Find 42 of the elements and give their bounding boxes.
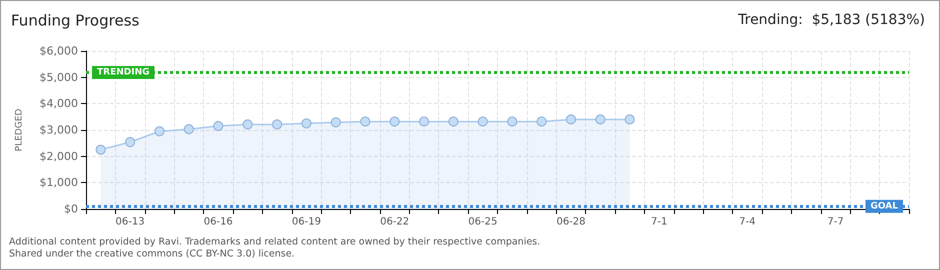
point: [360, 116, 370, 127]
y-tick-label: $3,000: [40, 124, 78, 136]
point: [330, 117, 341, 128]
x-tick-label: 06-28: [556, 216, 586, 228]
chart-title: Funding Progress: [11, 12, 140, 30]
chart-subtitle: Trending: $5,183 (5183%): [737, 12, 925, 28]
point: [478, 116, 488, 127]
x-tick-label: 06-22: [380, 216, 410, 228]
y-tick-label: $6,000: [40, 44, 78, 58]
ref-line-label: GOAL: [870, 201, 898, 212]
point: [301, 118, 312, 128]
x-tick-label: 7-7: [827, 216, 844, 228]
x-tick-label: 06-25: [468, 216, 498, 228]
point: [96, 144, 106, 155]
text: Additional content provided by Ravi. Trademarks and related content are owned by their respective companies.: [9, 236, 540, 248]
y-tick-label: $4,000: [40, 97, 78, 110]
ref-line-label: TRENDING: [97, 68, 150, 78]
point: [154, 126, 164, 136]
point: [242, 119, 253, 130]
point: [536, 116, 547, 127]
y-tick-label: $1,000: [40, 176, 78, 190]
point: [184, 124, 194, 134]
point: [595, 114, 606, 124]
y-tick-label: $5,000: [40, 70, 78, 84]
x-tick-label: 7-4: [739, 216, 756, 228]
text: Shared under the creative commons (CC BY-NC 3.0) license.: [9, 248, 295, 260]
point: [624, 114, 635, 124]
point: [272, 119, 282, 130]
point: [507, 116, 518, 127]
point: [419, 116, 430, 127]
y-axis-title: PLEDGED: [14, 108, 24, 152]
point: [213, 121, 224, 132]
point: [390, 116, 400, 127]
point: [125, 137, 136, 148]
point: [448, 116, 458, 127]
x-tick-label: 7-1: [650, 216, 668, 228]
x-tick-label: 06-16: [204, 216, 233, 228]
point: [566, 114, 576, 124]
y-tick-label: $0: [64, 202, 78, 216]
y-tick-label: $2,000: [40, 150, 78, 163]
x-tick-label: 06-13: [116, 216, 145, 228]
x-tick-label: 06-19: [292, 216, 321, 228]
